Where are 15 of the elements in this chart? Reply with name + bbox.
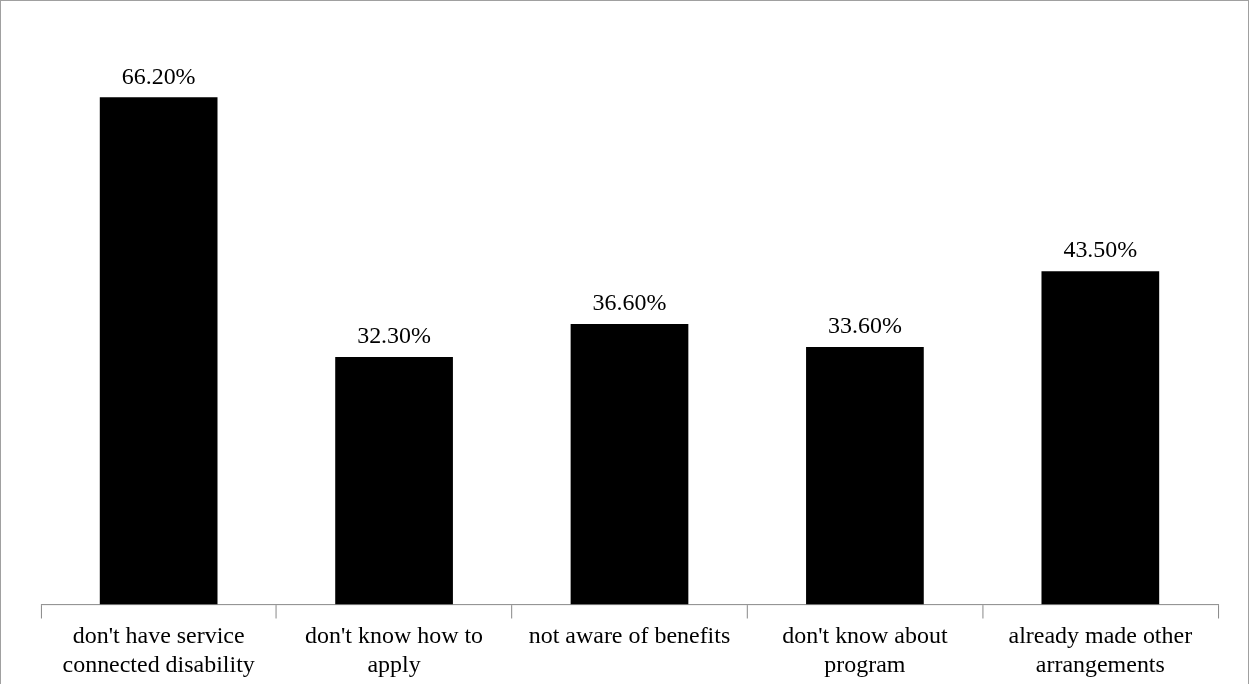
bar bbox=[1041, 271, 1160, 605]
data-label: 36.60% bbox=[592, 289, 667, 316]
x-tick-label: don't know how to apply bbox=[305, 622, 484, 677]
x-tick-label: not aware of benefits bbox=[528, 622, 731, 649]
bar bbox=[806, 347, 924, 605]
bar bbox=[570, 324, 689, 605]
x-tick-label: don't have service connected disability bbox=[62, 622, 255, 677]
x-tick-label: don't know about program bbox=[782, 622, 948, 677]
bar bbox=[99, 97, 218, 605]
data-label: 32.30% bbox=[357, 322, 432, 349]
x-tick-label: already made other arrangements bbox=[1008, 622, 1193, 677]
data-label: 66.20% bbox=[121, 62, 196, 89]
bar bbox=[335, 357, 453, 605]
data-label: 33.60% bbox=[827, 312, 902, 339]
data-label: 43.50% bbox=[1063, 236, 1138, 263]
